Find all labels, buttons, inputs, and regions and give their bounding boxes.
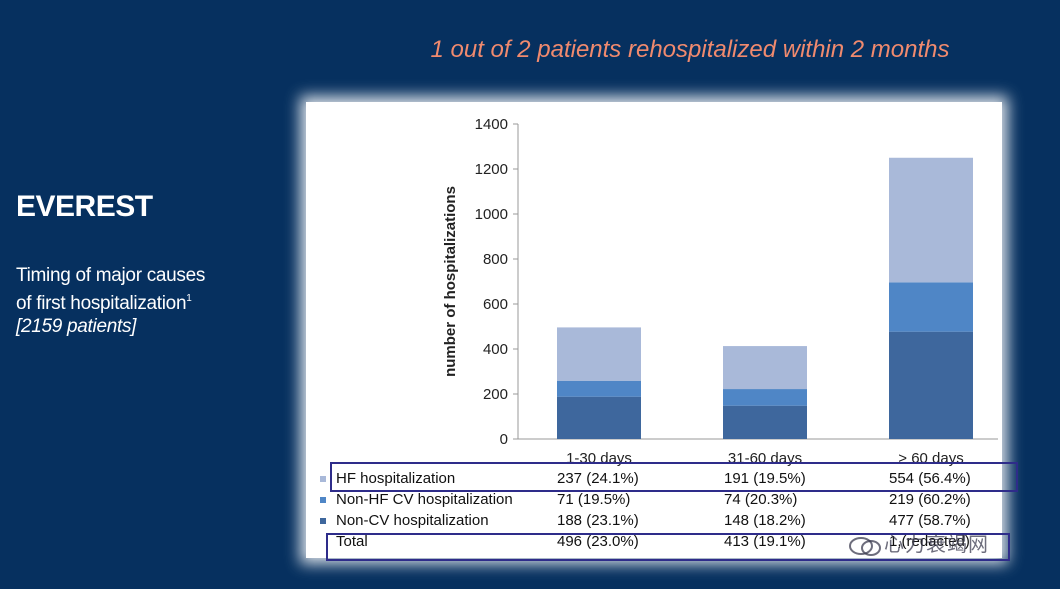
y-tick-label: 200	[483, 386, 508, 403]
row-label: Non-CV hospitalization	[336, 512, 489, 529]
non-hf-cv-swatch	[320, 497, 326, 503]
table-row-non-hf-cv: Non-HF CV hospitalization 71 (19.5%) 74 …	[320, 489, 1000, 511]
patient-count: [2159 patients]	[16, 316, 137, 337]
wechat-icon	[849, 536, 881, 556]
bar-segment	[889, 282, 973, 332]
stacked-bar-chart: 0 200 400 600 800 1000 1200 1400 number of hospi…	[442, 116, 998, 467]
bar-segment	[723, 389, 807, 406]
y-tick-label: 1200	[475, 161, 508, 178]
study-title: EVEREST	[16, 190, 153, 223]
cell: 191 (19.5%)	[724, 470, 806, 487]
cell: 237 (24.1%)	[557, 470, 639, 487]
table-row-hf: HF hospitalization 237 (24.1%) 191 (19.5…	[320, 468, 1000, 490]
cell: 413 (19.1%)	[724, 533, 806, 550]
bar-segment	[889, 157, 973, 283]
row-label: Total	[336, 533, 368, 550]
slide-headline: 1 out of 2 patients rehospitalized withi…	[430, 36, 950, 63]
y-tick-label: 1000	[475, 206, 508, 223]
bar-segment	[557, 396, 641, 439]
chart-panel: 0 200 400 600 800 1000 1200 1400 number of hospi…	[306, 102, 1002, 558]
footnote-marker: 1	[186, 293, 192, 304]
y-tick-label: 600	[483, 296, 508, 313]
highlight-box-total	[326, 533, 1010, 561]
bar-segment	[889, 331, 973, 439]
row-label: HF hospitalization	[336, 470, 456, 487]
table-row-total: Total 496 (23.0%) 413 (19.1%) 1,(redacte…	[320, 531, 1000, 553]
y-tick-label: 0	[500, 431, 508, 448]
cell: 74 (20.3%)	[724, 491, 798, 508]
cell: 477 (58.7%)	[889, 512, 971, 529]
cell: 1,(redacted)	[889, 533, 970, 550]
hf-swatch	[320, 476, 326, 482]
bar-segment	[723, 405, 807, 439]
watermark: 心力衰竭网	[848, 528, 989, 557]
cell: 219 (60.2%)	[889, 491, 971, 508]
bar-segment	[723, 346, 807, 390]
subtitle-line-2: of first hospitalization	[16, 293, 187, 314]
table-row-non-cv: Non-CV hospitalization 188 (23.1%) 148 (…	[320, 510, 1000, 532]
bar-segment	[557, 327, 641, 381]
non-cv-swatch	[320, 518, 326, 524]
cell: 554 (56.4%)	[889, 470, 971, 487]
subtitle-line-1: Timing of major causes	[16, 265, 206, 286]
watermark-text: 心力衰竭网	[884, 534, 989, 556]
row-label: Non-HF CV hospitalization	[336, 491, 513, 508]
cell: 71 (19.5%)	[557, 491, 631, 508]
y-tick-label: 1400	[475, 116, 508, 133]
cell: 148 (18.2%)	[724, 512, 806, 529]
y-tick-label: 400	[483, 341, 508, 358]
highlight-box-hf	[330, 462, 1018, 492]
bar-segment	[557, 380, 641, 397]
cell: 496 (23.0%)	[557, 533, 639, 550]
y-tick-label: 800	[483, 251, 508, 268]
study-subtitle: Timing of major causes of first hospital…	[16, 264, 276, 338]
cell: 188 (23.1%)	[557, 512, 639, 529]
y-axis-label: number of hospitalizations	[442, 186, 459, 377]
